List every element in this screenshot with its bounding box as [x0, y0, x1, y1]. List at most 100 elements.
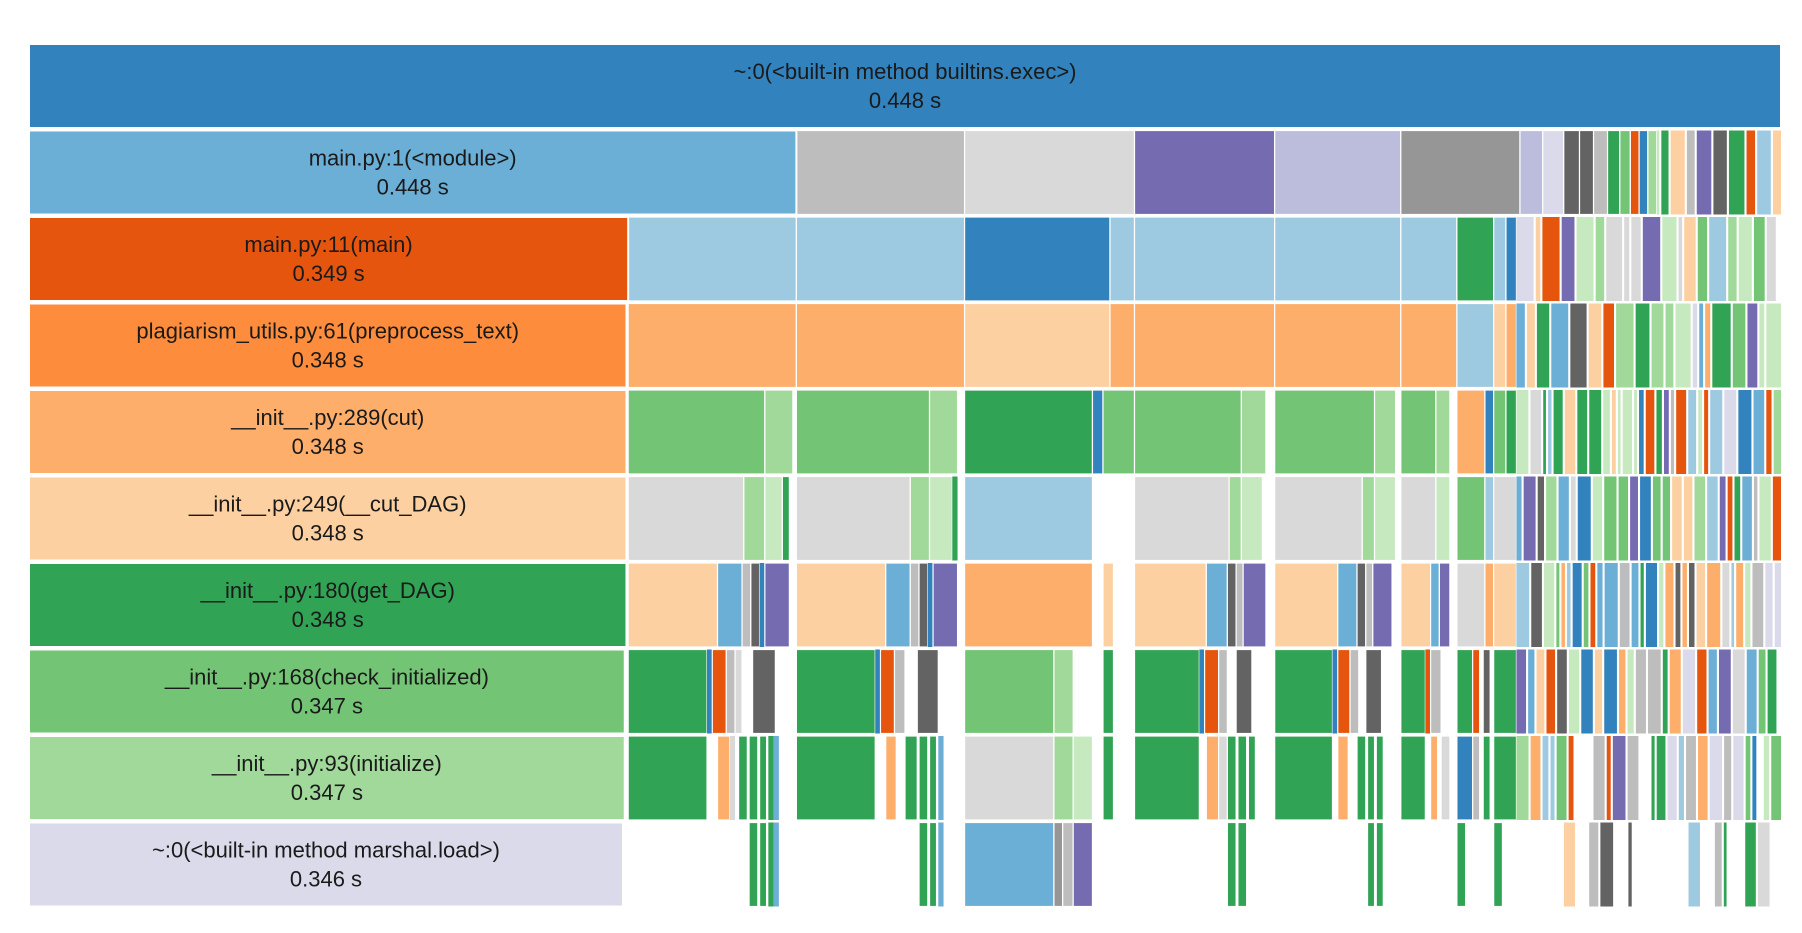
call-block-d6-1[interactable] [716, 562, 743, 648]
tail-block-d1-7[interactable] [1746, 130, 1756, 215]
tail-block-d8-15[interactable] [1667, 736, 1677, 820]
tail-block-d4-24[interactable] [1738, 390, 1752, 474]
tail-block-d4-1[interactable] [1530, 390, 1542, 474]
tail-block-d6-25[interactable] [1745, 563, 1751, 647]
tail-block-d8-19[interactable] [1709, 736, 1722, 820]
tail-block-d7-1[interactable] [1528, 649, 1535, 734]
call-block-d9-14[interactable] [1375, 821, 1384, 908]
frame-builtins-exec-bar[interactable] [28, 43, 1782, 129]
tail-block-d9-6[interactable] [1563, 822, 1576, 907]
tail-block-d9-25[interactable] [1745, 822, 1756, 907]
call-block-d7-22[interactable] [1349, 648, 1360, 735]
tail-block-d5-2[interactable] [1537, 476, 1545, 561]
tail-block-d6-3[interactable] [1556, 563, 1560, 647]
call-block-d1-11[interactable] [1619, 129, 1631, 216]
call-block-d5-9[interactable] [1102, 475, 1136, 562]
tail-block-d4-8[interactable] [1603, 390, 1610, 474]
tail-block-d3-9[interactable] [1651, 303, 1664, 388]
tail-block-d8-11[interactable] [1627, 736, 1639, 820]
call-block-d8-22[interactable] [1237, 735, 1248, 821]
tail-block-d1-8[interactable] [1757, 130, 1771, 215]
tail-block-d5-10[interactable] [1630, 476, 1638, 561]
tail-block-d4-0[interactable] [1516, 390, 1529, 474]
frame-main-main[interactable]: main.py:11(main) 0.349 s [28, 216, 630, 302]
tail-block-d2-12[interactable] [1684, 217, 1696, 301]
call-block-d6-11[interactable] [932, 562, 959, 648]
call-block-d7-17[interactable] [1218, 648, 1228, 735]
call-block-d8-15[interactable] [1053, 735, 1074, 821]
frame-marshal-load[interactable]: ~:0(<built-in method marshal.load>) 0.34… [28, 821, 624, 908]
call-block-d8-27[interactable] [1366, 735, 1376, 821]
call-block-d2-1[interactable] [795, 216, 966, 302]
tail-block-d8-4[interactable] [1556, 736, 1567, 820]
call-block-d8-35[interactable] [1493, 735, 1518, 821]
call-block-d7-1[interactable] [707, 649, 713, 734]
tail-block-d6-10[interactable] [1604, 563, 1618, 647]
tail-block-d3-2[interactable] [1536, 303, 1550, 388]
call-block-d8-28[interactable] [1375, 735, 1384, 821]
call-block-d8-20[interactable] [1218, 735, 1228, 821]
call-block-d8-1[interactable] [716, 735, 731, 821]
call-block-d4-14[interactable] [1484, 389, 1495, 475]
call-block-d5-7[interactable] [952, 476, 958, 561]
frame-marshal-load-bar[interactable] [28, 821, 624, 908]
tail-block-d7-14[interactable] [1669, 649, 1681, 734]
call-block-d4-11[interactable] [1400, 389, 1437, 475]
call-block-d1-0[interactable] [795, 129, 966, 216]
tail-block-d6-22[interactable] [1722, 563, 1730, 647]
call-block-d4-5[interactable] [1091, 389, 1104, 475]
call-block-d4-9[interactable] [1274, 389, 1376, 475]
tail-block-d7-7[interactable] [1594, 649, 1603, 734]
tail-block-d3-4[interactable] [1570, 303, 1587, 388]
tail-block-d6-7[interactable] [1583, 563, 1589, 647]
call-block-d8-24[interactable] [1274, 735, 1334, 821]
call-block-d4-7[interactable] [1133, 389, 1242, 475]
tail-block-d5-21[interactable] [1742, 476, 1752, 561]
call-block-d4-8[interactable] [1240, 389, 1267, 475]
tail-block-d1-0[interactable] [1656, 130, 1660, 215]
tail-block-d5-9[interactable] [1618, 476, 1629, 561]
tail-block-d3-7[interactable] [1616, 303, 1634, 388]
tail-block-d4-16[interactable] [1663, 390, 1669, 474]
tail-block-d5-16[interactable] [1694, 476, 1706, 561]
frame-get-dag[interactable]: __init__.py:180(get_DAG) 0.348 s [28, 562, 628, 648]
tail-block-d6-17[interactable] [1675, 563, 1681, 647]
tail-block-d6-4[interactable] [1561, 563, 1565, 647]
tail-block-d6-20[interactable] [1696, 563, 1706, 647]
tail-block-d4-18[interactable] [1676, 390, 1687, 474]
call-block-d3-7[interactable] [1456, 302, 1495, 389]
call-block-d6-18[interactable] [1242, 562, 1267, 648]
tail-block-d7-13[interactable] [1662, 649, 1668, 734]
call-block-d5-10[interactable] [1133, 475, 1230, 562]
call-block-d4-1[interactable] [764, 389, 794, 475]
tail-block-d6-13[interactable] [1640, 563, 1644, 647]
tail-block-d5-19[interactable] [1727, 476, 1733, 561]
frame-check-initialized-bar[interactable] [28, 648, 626, 735]
tail-block-d7-6[interactable] [1581, 649, 1593, 734]
call-block-d6-25[interactable] [1429, 562, 1440, 648]
call-block-d8-6[interactable] [768, 736, 774, 820]
frame-check-initialized[interactable]: __init__.py:168(check_initialized) 0.347… [28, 648, 626, 735]
call-block-d9-10[interactable] [1072, 821, 1094, 908]
call-block-d7-25[interactable] [1425, 649, 1431, 734]
tail-block-d1-4[interactable] [1696, 130, 1712, 215]
frame-cut-dag-bar[interactable] [28, 475, 628, 562]
tail-block-d7-21[interactable] [1758, 649, 1766, 734]
tail-block-d3-10[interactable] [1665, 303, 1674, 388]
call-block-d8-7[interactable] [773, 736, 779, 820]
tail-block-d2-0[interactable] [1516, 217, 1534, 301]
tail-block-d4-26[interactable] [1766, 390, 1772, 474]
call-block-d8-17[interactable] [1102, 735, 1115, 821]
tail-block-d6-28[interactable] [1774, 563, 1781, 647]
tail-block-d6-19[interactable] [1689, 563, 1695, 647]
tail-block-d4-9[interactable] [1611, 390, 1616, 474]
call-block-d6-14[interactable] [1133, 562, 1207, 648]
tail-block-d7-3[interactable] [1546, 649, 1556, 734]
tail-block-d7-20[interactable] [1746, 649, 1757, 734]
tail-block-d5-11[interactable] [1640, 476, 1651, 561]
tail-block-d7-2[interactable] [1536, 649, 1545, 734]
tail-block-d3-17[interactable] [1747, 303, 1758, 388]
call-block-d7-8[interactable] [879, 648, 896, 735]
call-block-d6-12[interactable] [963, 562, 1094, 648]
tail-block-d2-13[interactable] [1697, 217, 1708, 301]
